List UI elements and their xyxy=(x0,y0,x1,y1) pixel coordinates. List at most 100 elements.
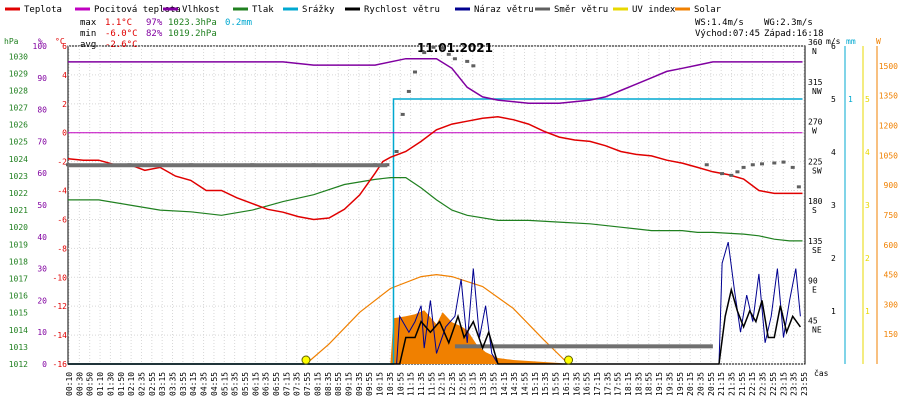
solar-theory-line xyxy=(305,273,569,365)
x-tick-label: 12:35 xyxy=(448,372,457,396)
pct-tick-label: 70 xyxy=(37,137,47,146)
uv-tick-label: 5 xyxy=(865,95,870,104)
pct-tick-label: 50 xyxy=(37,201,47,210)
uv-tick-label: 2 xyxy=(865,254,870,263)
hpa-tick-label: 1022 xyxy=(9,189,28,198)
w-tick-label: 600 xyxy=(884,241,899,250)
x-tick-label: 08:35 xyxy=(324,372,333,396)
uv-tick-label: 3 xyxy=(865,201,870,210)
wind-dir-point xyxy=(750,163,755,167)
x-tick-label: 01:10 xyxy=(96,372,105,396)
x-tick-label: 22:35 xyxy=(759,372,768,396)
w-tick-label: 1050 xyxy=(879,151,898,160)
wind-dir-point xyxy=(400,112,405,116)
x-tick-label: 18:55 xyxy=(645,372,654,396)
x-tick-label: 09:35 xyxy=(355,372,364,396)
stat-avg-temp: -2.6°C xyxy=(105,40,138,50)
x-tick-label: 09:15 xyxy=(345,372,354,396)
dir-tick-label: 180 xyxy=(808,197,823,206)
solar-area xyxy=(390,310,569,364)
dir-tick-label: 360 xyxy=(808,38,823,47)
x-tick-label: 14:15 xyxy=(500,372,509,396)
axes: 00:10 00:30 00:50 01:10 01:30 01:50 02:10 02:35… xyxy=(4,37,898,396)
x-tick-label: 20:35 xyxy=(696,372,705,396)
wind-dir-point xyxy=(413,70,418,74)
x-tick-label: 11:55 xyxy=(427,372,436,396)
stat-max-press: 1023.3hPa xyxy=(168,18,217,28)
series xyxy=(66,45,803,365)
stat-ws: WS:1.4m/s xyxy=(695,18,744,28)
hpa-tick-label: 1014 xyxy=(9,326,28,335)
x-tick-label: 00:50 xyxy=(86,372,95,396)
x-tick-label: 02:10 xyxy=(127,372,136,396)
x-tick-label: 16:15 xyxy=(562,372,571,396)
temp-tick-label: -2 xyxy=(57,158,67,167)
x-tick-label: 18:35 xyxy=(634,372,643,396)
wind-dir-point xyxy=(760,162,765,166)
temp-tick-label: -10 xyxy=(53,273,68,282)
uv-tick-label: 4 xyxy=(865,148,870,157)
legend-entry: Pocitová teplota xyxy=(94,5,181,15)
x-tick-label: 06:55 xyxy=(272,372,281,396)
x-tick-label: 08:55 xyxy=(334,372,343,396)
wind-dir-point xyxy=(406,89,411,93)
plot-frame xyxy=(67,45,806,365)
x-tick-label: 19:55 xyxy=(676,372,685,396)
stat-min-press: 1019.2hPa xyxy=(168,29,217,39)
pct-tick-label: 60 xyxy=(37,169,47,178)
temp-tick-label: -4 xyxy=(57,187,67,196)
x-tick-label: 15:55 xyxy=(552,372,561,396)
stats-block: max 1.1°C 97% 1023.3hPa 0.2mm min -6.0°C… xyxy=(80,18,824,50)
temp-tick-label: -8 xyxy=(57,244,67,253)
x-tick-label: 01:50 xyxy=(117,372,126,396)
mm-tick-label: 1 xyxy=(848,95,853,104)
wind-dir-band-low xyxy=(454,344,713,349)
temperature-line xyxy=(67,116,803,221)
x-tick-label: 22:15 xyxy=(748,372,757,396)
ms-tick-label: 2 xyxy=(831,254,836,263)
x-tick-label: 16:55 xyxy=(583,372,592,396)
w-tick-label: 1350 xyxy=(879,92,898,101)
temp-tick-label: 2 xyxy=(62,100,67,109)
sun-marker xyxy=(301,355,311,365)
x-tick-label: 13:15 xyxy=(469,372,478,396)
x-tick-label: 19:15 xyxy=(655,372,664,396)
x-tick-label: 00:10 xyxy=(65,372,74,396)
ms-tick-label: 3 xyxy=(831,201,836,210)
x-tick-label: 10:55 xyxy=(396,372,405,396)
hpa-tick-label: 1016 xyxy=(9,292,28,301)
stat-max-label: max xyxy=(80,18,97,28)
dir-tick-label: 315 xyxy=(808,78,823,87)
w-tick-label: 1500 xyxy=(879,62,898,71)
x-tick-label: 14:55 xyxy=(520,372,529,396)
temp-unit: °C xyxy=(55,37,65,46)
ms-tick-label: 5 xyxy=(831,95,836,104)
x-tick-label: 22:55 xyxy=(769,372,778,396)
x-tick-label: 04:15 xyxy=(189,372,198,396)
hpa-tick-label: 1027 xyxy=(9,104,28,113)
wind-dir-point xyxy=(440,46,445,50)
wind-dir-point xyxy=(704,163,709,167)
temp-tick-label: 4 xyxy=(62,71,67,80)
pct-tick-label: 80 xyxy=(37,106,47,115)
dir-tick-label: 45 xyxy=(808,316,818,325)
stat-sunset: Západ:16:18 xyxy=(764,29,824,39)
pressure-line xyxy=(68,177,803,242)
x-tick-label: 11:15 xyxy=(407,372,416,396)
wind-dir-point xyxy=(729,173,734,177)
dir-cardinal-label: S xyxy=(812,206,817,215)
w-tick-label: 1200 xyxy=(879,122,898,131)
x-tick-label: 23:35 xyxy=(790,372,799,396)
dir-tick-label: 90 xyxy=(808,277,818,286)
dir-cardinal-label: N xyxy=(812,47,817,56)
pct-tick-label: 10 xyxy=(37,328,47,337)
wind-dir-point xyxy=(735,170,740,174)
hpa-tick-label: 1021 xyxy=(9,206,28,215)
hpa-tick-label: 1015 xyxy=(9,309,28,318)
wind-dir-point xyxy=(781,160,786,164)
wind-dir-point xyxy=(772,161,777,165)
stat-min-label: min xyxy=(80,29,96,39)
wind-dir-point xyxy=(471,64,476,68)
x-tick-label: 13:55 xyxy=(489,372,498,396)
